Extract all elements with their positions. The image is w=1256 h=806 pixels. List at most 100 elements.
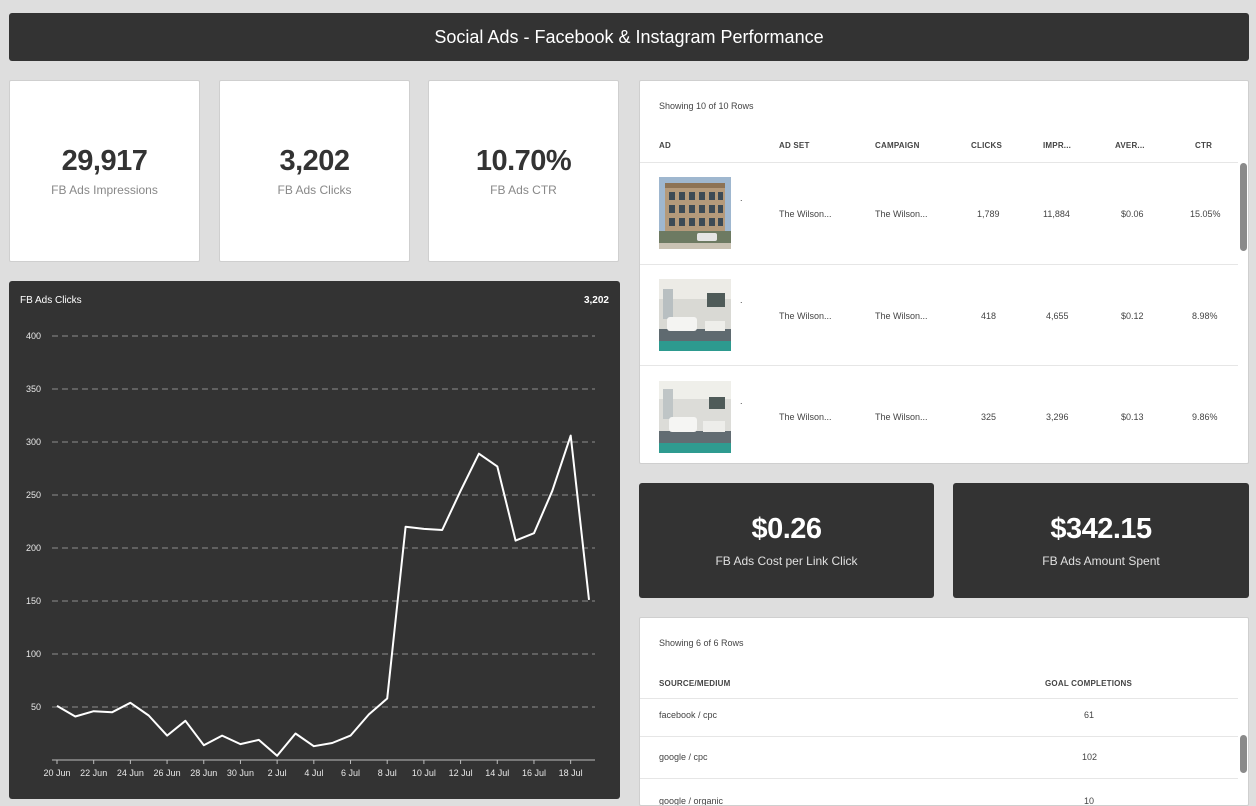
source-medium-table: Showing 6 of 6 Rows SOURCE/MEDIUM GOAL C… xyxy=(639,617,1249,806)
data-point[interactable] xyxy=(201,742,207,748)
col-header-campaign[interactable]: CAMPAIGN xyxy=(875,141,920,150)
data-point[interactable] xyxy=(403,524,409,530)
kpi-clicks-value: 3,202 xyxy=(279,145,350,177)
y-tick-label: 50 xyxy=(31,702,41,712)
clicks-cell: 325 xyxy=(981,412,997,422)
cost-per-click-label: FB Ads Cost per Link Click xyxy=(715,554,858,568)
data-point[interactable] xyxy=(164,733,170,739)
y-tick-label: 100 xyxy=(26,649,41,659)
goals-cell: 10 xyxy=(1084,796,1095,806)
table-row[interactable]: . The Wilson... The Wilson... 418 4,655 … xyxy=(640,264,1238,365)
data-point[interactable] xyxy=(586,597,592,603)
chart-title: FB Ads Clicks xyxy=(20,295,82,306)
goals-cell: 102 xyxy=(1082,752,1098,762)
campaign-cell: The Wilson... xyxy=(875,311,928,321)
goals-cell: 61 xyxy=(1084,710,1095,720)
campaign-cell: The Wilson... xyxy=(875,412,928,422)
table-row[interactable]: google / cpc 102 xyxy=(640,736,1238,778)
data-point[interactable] xyxy=(292,731,298,737)
clicks-cell: 1,789 xyxy=(977,209,1000,219)
col-header-ad-set[interactable]: AD SET xyxy=(779,141,810,150)
impressions-cell: 4,655 xyxy=(1046,311,1069,321)
source-cell: facebook / cpc xyxy=(659,710,718,720)
data-point[interactable] xyxy=(91,708,97,714)
data-point[interactable] xyxy=(182,718,188,724)
ctr-cell: 8.98% xyxy=(1192,311,1218,321)
x-tick-label: 28 Jun xyxy=(190,768,217,778)
data-point[interactable] xyxy=(311,743,317,749)
room-interior-photo-icon xyxy=(659,381,731,453)
clicks-line-chart: 50 100 150 200 250 300 350 400 20 Jun 22 Jun 24 Ju… xyxy=(26,331,595,778)
data-point[interactable] xyxy=(531,530,537,536)
col-header-goal-completions[interactable]: GOAL COMPLETIONS xyxy=(1045,679,1133,688)
x-tick-label: 4 Jul xyxy=(304,768,323,778)
source-rows-note: Showing 6 of 6 Rows xyxy=(659,638,744,648)
y-tick-label: 250 xyxy=(26,490,41,500)
kpi-ctr-card: 10.70% FB Ads CTR xyxy=(428,80,619,262)
table-row[interactable]: . The Wilson... The Wilson... 1,789 11,8… xyxy=(640,162,1238,264)
x-tick-label: 10 Jul xyxy=(412,768,436,778)
data-point[interactable] xyxy=(127,700,133,706)
data-point[interactable] xyxy=(513,538,519,544)
x-tick-label: 18 Jul xyxy=(559,768,583,778)
ads-table: Showing 10 of 10 Rows AD AD SET CAMPAIGN… xyxy=(639,80,1249,464)
data-point[interactable] xyxy=(476,451,482,457)
col-header-average[interactable]: AVER... xyxy=(1115,141,1145,150)
clicks-chart-panel: 50 100 150 200 250 300 350 400 20 Jun 22 Jun 24 Ju… xyxy=(9,281,620,799)
x-tick-label: 30 Jun xyxy=(227,768,254,778)
data-point[interactable] xyxy=(329,740,335,746)
cost-per-click-card: $0.26 FB Ads Cost per Link Click xyxy=(639,483,934,598)
x-tick-label: 8 Jul xyxy=(378,768,397,778)
x-tick-label: 24 Jun xyxy=(117,768,144,778)
col-header-ctr[interactable]: CTR xyxy=(1195,141,1213,150)
data-point[interactable] xyxy=(256,737,262,743)
data-point[interactable] xyxy=(568,433,574,439)
chart-total: 3,202 xyxy=(583,295,609,306)
data-point[interactable] xyxy=(458,488,464,494)
building-exterior-photo-icon xyxy=(659,177,731,249)
source-cell: google / cpc xyxy=(659,752,708,762)
data-point[interactable] xyxy=(274,753,280,759)
data-point[interactable] xyxy=(109,709,115,715)
kpi-impressions-card: 29,917 FB Ads Impressions xyxy=(9,80,200,262)
ad-set-cell: The Wilson... xyxy=(779,412,832,422)
table-row[interactable]: . The Wilson... The Wilson... 325 3,296 … xyxy=(640,365,1238,463)
x-tick-label: 14 Jul xyxy=(485,768,509,778)
kpi-impressions-label: FB Ads Impressions xyxy=(51,183,158,197)
table-row[interactable]: google / organic 10 xyxy=(640,778,1238,806)
kpi-ctr-value: 10.70% xyxy=(475,145,572,177)
y-tick-label: 400 xyxy=(26,331,41,341)
data-point[interactable] xyxy=(421,526,427,532)
col-header-ad[interactable]: AD xyxy=(659,141,671,150)
x-tick-label: 16 Jul xyxy=(522,768,546,778)
data-point[interactable] xyxy=(439,527,445,533)
kpi-ctr-label: FB Ads CTR xyxy=(490,183,557,197)
data-point[interactable] xyxy=(146,712,152,718)
source-table-scrollbar[interactable] xyxy=(1240,735,1247,773)
ctr-cell: 15.05% xyxy=(1190,209,1221,219)
data-point[interactable] xyxy=(494,463,500,469)
col-header-source-medium[interactable]: SOURCE/MEDIUM xyxy=(659,679,731,688)
impressions-cell: 3,296 xyxy=(1046,412,1069,422)
table-row[interactable]: facebook / cpc 61 xyxy=(640,698,1238,736)
data-point[interactable] xyxy=(237,741,243,747)
data-point[interactable] xyxy=(348,733,354,739)
data-point[interactable] xyxy=(54,703,60,709)
col-header-impressions[interactable]: IMPR... xyxy=(1043,141,1072,150)
amount-spent-value: $342.15 xyxy=(1050,513,1152,545)
col-header-clicks[interactable]: CLICKS xyxy=(971,141,1002,150)
data-point[interactable] xyxy=(549,488,555,494)
y-tick-label: 150 xyxy=(26,596,41,606)
ads-table-scrollbar[interactable] xyxy=(1240,163,1247,251)
impressions-cell: 11,884 xyxy=(1043,209,1070,219)
kpi-clicks-card: 3,202 FB Ads Clicks xyxy=(219,80,410,262)
data-point[interactable] xyxy=(366,711,372,717)
data-point[interactable] xyxy=(72,714,78,720)
data-point[interactable] xyxy=(219,733,225,739)
average-cell: $0.06 xyxy=(1121,209,1144,219)
ad-name: . xyxy=(740,193,743,203)
ad-set-cell: The Wilson... xyxy=(779,311,832,321)
data-point[interactable] xyxy=(384,696,390,702)
dashboard-header: Social Ads - Facebook & Instagram Perfor… xyxy=(9,13,1249,61)
room-interior-photo-icon xyxy=(659,279,731,351)
